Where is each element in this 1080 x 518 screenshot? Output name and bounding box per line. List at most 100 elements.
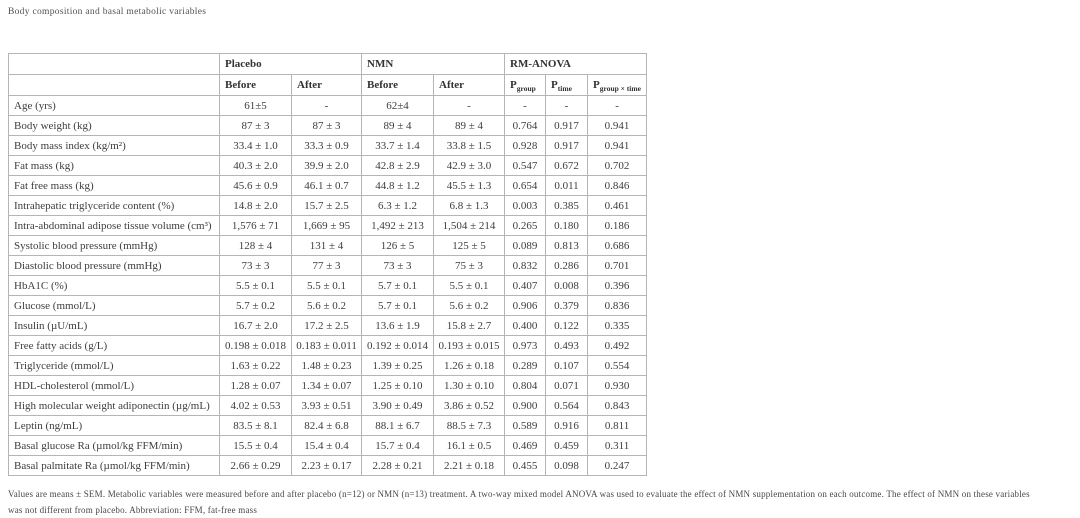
table-cell: 33.4 ± 1.0 <box>219 135 292 156</box>
table-cell: 5.6 ± 0.2 <box>290 295 363 316</box>
table-row: Glucose (mmol/L) 5.7 ± 0.2 5.6 ± 0.2 5.7 ± … <box>8 295 648 316</box>
table-cell: 0.654 <box>504 175 547 196</box>
table-cell: 0.459 <box>545 435 589 456</box>
table-cell: 0.906 <box>504 295 547 316</box>
table-cell: 15.7 ± 0.4 <box>361 435 435 456</box>
table-row: Fat mass (kg) 40.3 ± 2.0 39.9 ± 2.0 42.8 ± … <box>8 155 648 176</box>
table-cell: - <box>587 95 648 116</box>
table-row: Body mass index (kg/m²) 33.4 ± 1.0 33.3 ± … <box>8 135 648 156</box>
table-cell: 42.9 ± 3.0 <box>433 155 506 176</box>
table-row: Diastolic blood pressure (mmHg) 73 ± 3 77 … <box>8 255 648 276</box>
table-row: Leptin (ng/mL) 83.5 ± 8.1 82.4 ± 6.8 88.1 ±… <box>8 415 648 436</box>
table-body: Age (yrs) 61±5-62±4- - - - Body weight (kg) 87… <box>8 95 648 476</box>
table-cell: 15.7 ± 2.5 <box>290 195 363 216</box>
table-cell: 1.34 ± 0.07 <box>290 375 363 396</box>
table-cell: 15.5 ± 0.4 <box>219 435 292 456</box>
table-cell: 0.089 <box>504 235 547 256</box>
row-label: Age (yrs) <box>8 95 220 116</box>
table-cell: 0.335 <box>587 315 648 336</box>
group-header-row: Placebo NMN RM-ANOVA <box>8 53 648 75</box>
table-cell: - <box>433 95 506 116</box>
table-cell: 42.8 ± 2.9 <box>361 155 435 176</box>
table-row: Triglyceride (mmol/L) 1.63 ± 0.22 1.48 ± 0… <box>8 355 648 376</box>
table-cell: 0.396 <box>587 275 648 296</box>
row-label: Intra-abdominal adipose tissue volume (c… <box>8 215 220 236</box>
table-row: Systolic blood pressure (mmHg) 128 ± 4 131… <box>8 235 648 256</box>
table-row: Insulin (µU/mL) 16.7 ± 2.0 17.2 ± 2.5 13.6 … <box>8 315 648 336</box>
table-cell: 0.098 <box>545 455 589 476</box>
corner-cell-top <box>8 53 220 75</box>
table-cell: 0.916 <box>545 415 589 436</box>
table-cell: - <box>290 95 363 116</box>
table-row: Body weight (kg) 87 ± 3 87 ± 3 89 ± 4 89 ± 4… <box>8 115 648 136</box>
table-cell: 0.832 <box>504 255 547 276</box>
table-cell: 1,504 ± 214 <box>433 215 506 236</box>
row-label: Systolic blood pressure (mmHg) <box>8 235 220 256</box>
table-cell: 6.8 ± 1.3 <box>433 195 506 216</box>
table-cell: 0.003 <box>504 195 547 216</box>
table-cell: 3.90 ± 0.49 <box>361 395 435 416</box>
table-cell: 0.407 <box>504 275 547 296</box>
row-label: HbA1C (%) <box>8 275 220 296</box>
table-row: HDL-cholesterol (mmol/L) 1.28 ± 0.07 1.34 … <box>8 375 648 396</box>
table-cell: 0.672 <box>545 155 589 176</box>
sub-header-row: Before After Before After Pgroup Ptime P… <box>8 74 648 96</box>
table-cell: 0.107 <box>545 355 589 376</box>
table-row: Intrahepatic triglyceride content (%) 14.… <box>8 195 648 216</box>
table-cell: 0.071 <box>545 375 589 396</box>
table-cell: 0.702 <box>587 155 648 176</box>
table-cell: 1.39 ± 0.25 <box>361 355 435 376</box>
table-cell: - <box>504 95 547 116</box>
row-label: Insulin (µU/mL) <box>8 315 220 336</box>
table-cell: 3.86 ± 0.52 <box>433 395 506 416</box>
table-row: HbA1C (%) 5.5 ± 0.1 5.5 ± 0.1 5.7 ± 0.1 5.5 … <box>8 275 648 296</box>
table-cell: 6.3 ± 1.2 <box>361 195 435 216</box>
table-cell: 2.28 ± 0.21 <box>361 455 435 476</box>
table-cell: 1.26 ± 0.18 <box>433 355 506 376</box>
table-cell: 17.2 ± 2.5 <box>290 315 363 336</box>
nmn-before-header: Before <box>361 74 435 96</box>
table-cell: 89 ± 4 <box>361 115 435 136</box>
table-cell: 0.400 <box>504 315 547 336</box>
table-cell: 5.7 ± 0.1 <box>361 295 435 316</box>
table-cell: 0.900 <box>504 395 547 416</box>
table-row: Basal glucose Ra (µmol/kg FFM/min) 15.5 ±… <box>8 435 648 456</box>
table-cell: 87 ± 3 <box>290 115 363 136</box>
table-cell: 0.008 <box>545 275 589 296</box>
row-label: High molecular weight adiponectin (µg/mL… <box>8 395 220 416</box>
table-cell: 16.1 ± 0.5 <box>433 435 506 456</box>
table-cell: 0.492 <box>587 335 648 356</box>
table-cell: 0.686 <box>587 235 648 256</box>
table-cell: 0.180 <box>545 215 589 236</box>
table-cell: 77 ± 3 <box>290 255 363 276</box>
rmanova-group-header: RM-ANOVA <box>504 53 648 75</box>
row-label: Fat mass (kg) <box>8 155 220 176</box>
table-row: Age (yrs) 61±5-62±4- - - - <box>8 95 648 116</box>
table-cell: 16.7 ± 2.0 <box>219 315 292 336</box>
row-label: Basal glucose Ra (µmol/kg FFM/min) <box>8 435 220 456</box>
table-cell: 5.7 ± 0.1 <box>361 275 435 296</box>
table-cell: 33.7 ± 1.4 <box>361 135 435 156</box>
table-cell: 125 ± 5 <box>433 235 506 256</box>
row-label: Intrahepatic triglyceride content (%) <box>8 195 220 216</box>
table-row: Basal palmitate Ra (µmol/kg FFM/min) 2.66… <box>8 455 648 476</box>
table-cell: 128 ± 4 <box>219 235 292 256</box>
table-cell: 2.21 ± 0.18 <box>433 455 506 476</box>
nmn-after-header: After <box>433 74 506 96</box>
table-cell: 33.8 ± 1.5 <box>433 135 506 156</box>
table-cell: 0.941 <box>587 135 648 156</box>
row-label: Body mass index (kg/m²) <box>8 135 220 156</box>
table-cell: 39.9 ± 2.0 <box>290 155 363 176</box>
table-cell: 0.554 <box>587 355 648 376</box>
table-cell: 1.30 ± 0.10 <box>433 375 506 396</box>
table-cell: 0.186 <box>587 215 648 236</box>
table-cell: 0.265 <box>504 215 547 236</box>
table-cell: 0.928 <box>504 135 547 156</box>
table-cell: 0.385 <box>545 195 589 216</box>
row-label: Glucose (mmol/L) <box>8 295 220 316</box>
table-cell: 0.804 <box>504 375 547 396</box>
table-cell: 4.02 ± 0.53 <box>219 395 292 416</box>
row-label: Diastolic blood pressure (mmHg) <box>8 255 220 276</box>
table-cell: 2.66 ± 0.29 <box>219 455 292 476</box>
